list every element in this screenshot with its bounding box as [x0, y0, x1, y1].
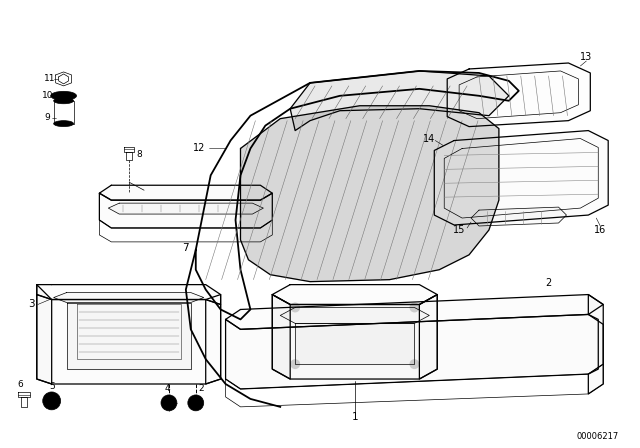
Circle shape [193, 400, 199, 406]
Polygon shape [99, 193, 272, 228]
Ellipse shape [54, 121, 74, 127]
Polygon shape [54, 293, 204, 302]
Text: 13: 13 [580, 52, 593, 62]
Text: 6: 6 [17, 380, 23, 389]
Circle shape [161, 395, 177, 411]
Polygon shape [272, 294, 290, 379]
Polygon shape [295, 323, 415, 364]
Polygon shape [36, 294, 221, 384]
Polygon shape [225, 314, 604, 389]
Ellipse shape [58, 94, 70, 98]
Polygon shape [290, 71, 509, 130]
Text: 12: 12 [193, 143, 205, 154]
Polygon shape [108, 203, 263, 214]
Polygon shape [471, 207, 566, 226]
Text: 4: 4 [164, 384, 170, 393]
Ellipse shape [54, 98, 74, 104]
Circle shape [49, 398, 54, 404]
Polygon shape [241, 106, 499, 282]
Polygon shape [272, 294, 437, 379]
Text: 14: 14 [423, 134, 435, 143]
Text: 11: 11 [44, 74, 56, 83]
Text: 3: 3 [29, 300, 35, 310]
Text: 2: 2 [545, 278, 552, 288]
Ellipse shape [51, 91, 77, 100]
Text: 8: 8 [136, 150, 142, 159]
Polygon shape [67, 302, 191, 369]
Polygon shape [36, 284, 52, 384]
Circle shape [188, 395, 204, 411]
Text: 10: 10 [42, 91, 54, 100]
Polygon shape [280, 307, 429, 323]
Text: 15: 15 [453, 225, 465, 235]
Text: 16: 16 [594, 225, 606, 235]
Polygon shape [588, 294, 604, 394]
Polygon shape [447, 63, 590, 127]
Circle shape [290, 302, 300, 312]
Text: 5: 5 [49, 383, 54, 392]
Text: 9: 9 [45, 113, 51, 122]
Circle shape [43, 392, 61, 410]
Polygon shape [435, 130, 608, 225]
Polygon shape [36, 284, 221, 305]
Polygon shape [272, 284, 437, 305]
Circle shape [166, 400, 172, 406]
Polygon shape [99, 185, 272, 200]
Text: 7: 7 [182, 243, 189, 253]
Text: 00006217: 00006217 [577, 432, 619, 441]
Polygon shape [225, 294, 604, 329]
Text: 1: 1 [351, 412, 358, 422]
Circle shape [290, 359, 300, 369]
Circle shape [410, 302, 419, 312]
Circle shape [410, 359, 419, 369]
Text: 2: 2 [198, 384, 204, 393]
